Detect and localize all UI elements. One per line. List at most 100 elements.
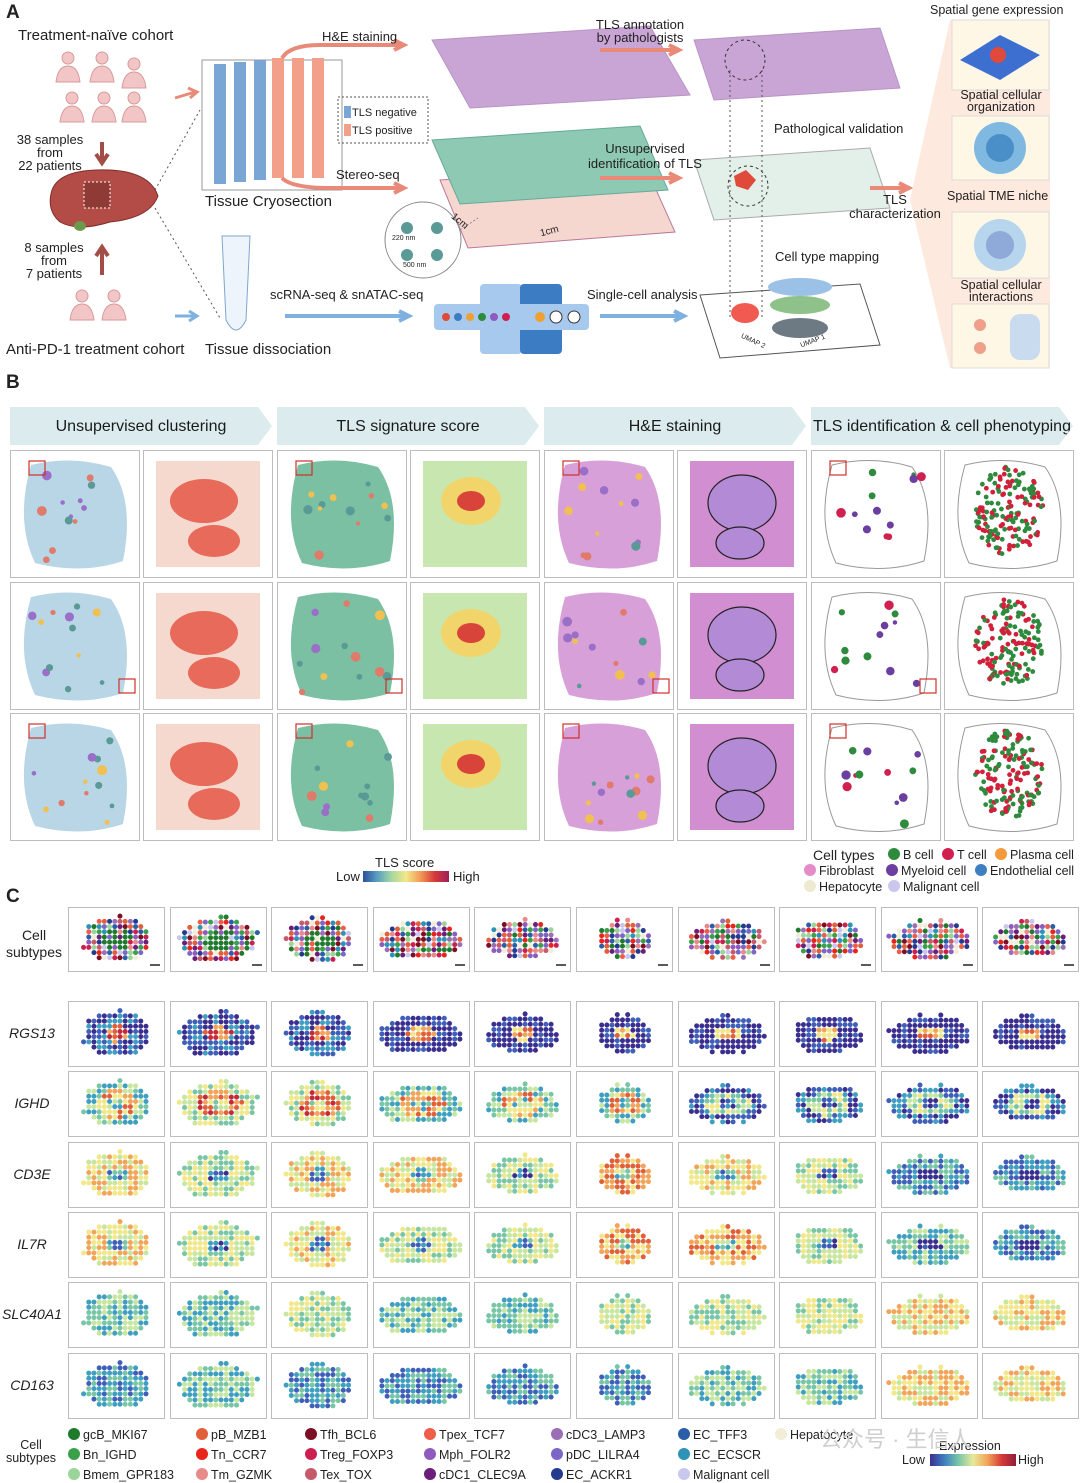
c-tile-slc40a1-4 <box>372 1282 470 1348</box>
expression-title: Expression <box>939 1439 1001 1453</box>
c-tile-subtypes-3 <box>271 907 369 972</box>
b-tile-he-whole-row3 <box>544 713 674 841</box>
c-tile-ighd-6 <box>576 1071 673 1137</box>
b-tile-cluster-whole-row3 <box>10 713 140 841</box>
bead-size-500: 500 nm <box>403 262 427 269</box>
cell-type-legend-item: Myeloid cell <box>886 864 966 878</box>
cell-type-legend-item: T cell <box>942 848 987 862</box>
legend-swatch <box>424 1448 436 1460</box>
legend-label: Mph_FOLR2 <box>439 1448 511 1462</box>
tube-icon <box>221 235 251 331</box>
patient-icons-naive <box>55 51 147 123</box>
b-tile-cluster-zoom-row1 <box>143 450 273 578</box>
b-tile-cluster-whole-row1 <box>10 450 140 578</box>
c-tile-cd3e-6 <box>576 1142 673 1208</box>
subtype-legend-item: cDC3_LAMP3 <box>551 1428 645 1442</box>
panel-a-graphic <box>49 19 1050 369</box>
cell-type-legend-item: Fibroblast <box>804 864 874 878</box>
legend-swatch <box>68 1428 80 1440</box>
tissue-dissociation-label: Tissue dissociation <box>205 341 332 358</box>
spatial-tme-label: Spatial TME niche <box>947 189 1049 203</box>
legend-swatch <box>888 848 900 860</box>
cell-type-legend-item: Plasma cell <box>995 848 1074 862</box>
b-tile-he-whole-row2 <box>544 582 674 710</box>
c-tile-cd163-10 <box>982 1353 1080 1419</box>
b-tile-he-zoom-row1 <box>677 450 807 578</box>
c-tile-rgs13-7 <box>677 1001 775 1067</box>
b-tile-cluster-zoom-row3 <box>143 713 273 841</box>
stereo-seq-label: Stereo-seq <box>336 167 400 182</box>
c-tile-cd163-6 <box>576 1353 673 1419</box>
b-tile-tls-zoom-row1 <box>944 450 1074 578</box>
legend-label: Hepatocyte <box>819 880 883 894</box>
subtype-legend-item: Tm_GZMK <box>196 1468 272 1482</box>
pathological-validation-label: Pathological validation <box>774 121 904 136</box>
cell-subtypes-legend-title: Cell subtypes <box>5 1438 57 1465</box>
legend-swatch <box>68 1448 80 1460</box>
subtype-legend-item: EC_TFF3 <box>678 1428 747 1442</box>
samples-naive: 38 samples from 22 patients <box>16 132 84 173</box>
c-tile-rgs13-5 <box>474 1001 572 1067</box>
legend-label: Fibroblast <box>819 864 874 878</box>
annotated-slide <box>693 27 901 101</box>
c-tile-subtypes-8 <box>779 907 877 972</box>
gene-label-cd163: CD163 <box>10 1377 54 1393</box>
watermark: 公众号 · 生信人 <box>820 1427 972 1452</box>
c-tile-ighd-9 <box>880 1071 978 1137</box>
cell-type-legend-item: Malignant cell <box>888 880 979 894</box>
legend-swatch <box>424 1428 436 1440</box>
c-tile-il7r-10 <box>982 1212 1080 1278</box>
tls-characterization-label: TLS characterization <box>849 192 941 221</box>
single-cell-label: Single-cell analysis <box>587 287 698 302</box>
subtype-legend-item: Hepatocyte <box>775 1428 853 1442</box>
legend-swatch <box>942 848 954 860</box>
c-tile-ighd-4 <box>372 1071 470 1137</box>
subtype-legend-item: Bmem_GPR183 <box>68 1468 174 1482</box>
cell-type-mapping-label: Cell type mapping <box>775 249 880 264</box>
c-tile-ighd-5 <box>474 1071 572 1137</box>
c-tile-cd3e-5 <box>474 1142 572 1208</box>
b-tile-score-zoom-row1 <box>410 450 540 578</box>
legend-label: Treg_FOXP3 <box>320 1448 394 1462</box>
tls-score-colorbar <box>363 871 449 882</box>
cell-types-title: Cell types <box>813 847 875 863</box>
c-tile-subtypes-2 <box>169 907 267 972</box>
b-tile-score-zoom-row3 <box>410 713 540 841</box>
c-tile-cd163-8 <box>779 1353 877 1419</box>
b-tile-score-whole-row1 <box>277 450 407 578</box>
bead-size-220: 220 nm <box>392 235 416 242</box>
c-tile-il7r-9 <box>880 1212 978 1278</box>
subtype-legend-item: Tex_TOX <box>305 1468 372 1482</box>
legend-label: pB_MZB1 <box>211 1428 267 1442</box>
legend-label: Bmem_GPR183 <box>83 1468 175 1482</box>
legend-label: cDC3_LAMP3 <box>566 1428 646 1442</box>
subtype-legend-item: Tpex_TCF7 <box>424 1428 505 1442</box>
legend-swatch <box>305 1448 317 1460</box>
legend-label: Plasma cell <box>1010 848 1074 862</box>
tls-positive-label: TLS positive <box>352 125 413 137</box>
header-tls-signature-score: TLS signature score <box>277 407 539 445</box>
c-tile-il7r-1 <box>68 1212 165 1278</box>
c-tile-rgs13-4 <box>372 1001 470 1067</box>
b-tile-score-zoom-row2 <box>410 582 540 710</box>
samples-pd1: 8 samples from 7 patients <box>24 240 84 281</box>
subtype-legend-item: gcB_MKI67 <box>68 1428 148 1442</box>
c-tile-rgs13-3 <box>271 1001 369 1067</box>
legend-label: B cell <box>903 848 934 862</box>
cell-type-legend-item: Endothelial cell <box>975 864 1074 878</box>
spatial-organization-label: Spatial cellular organization <box>960 88 1042 114</box>
legend-label: Tn_CCR7 <box>211 1448 267 1462</box>
legend-swatch <box>551 1448 563 1460</box>
c-tile-il7r-8 <box>779 1212 877 1278</box>
c-tile-cd163-5 <box>474 1353 572 1419</box>
c-tile-il7r-5 <box>474 1212 572 1278</box>
legend-swatch <box>305 1468 317 1480</box>
b-tile-tls-whole-row1 <box>811 450 941 578</box>
he-staining-label: H&E staining <box>322 29 398 44</box>
cell-type-legend-item: B cell <box>888 848 934 862</box>
legend-label: Tpex_TCF7 <box>439 1428 505 1442</box>
spatial-interactions-label: Spatial cellular interactions <box>960 278 1042 304</box>
unsupervised-tls-label: Unsupervised identification of TLS <box>588 141 702 171</box>
legend-label: EC_ECSCR <box>693 1448 762 1462</box>
subtype-legend-item: pB_MZB1 <box>196 1428 267 1442</box>
